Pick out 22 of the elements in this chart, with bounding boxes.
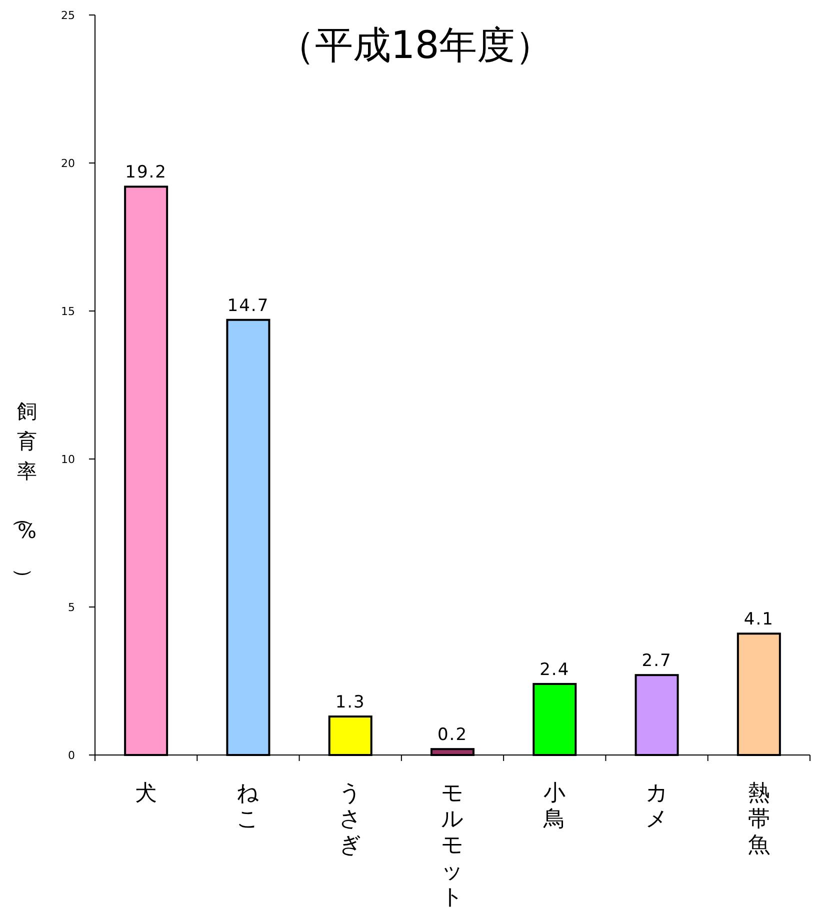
x-tick-label: うさぎ: [338, 781, 362, 858]
x-tick-label: カメ: [645, 781, 668, 832]
data-label: 14.7: [227, 296, 270, 316]
chart-title: （平成18年度）: [276, 23, 554, 67]
x-tick-label: 熱帯魚: [748, 781, 770, 858]
y-tick-label: 0: [68, 749, 75, 762]
x-tick-label: 犬: [135, 781, 158, 806]
x-tick-label: モルモット: [441, 781, 464, 910]
data-label: 0.2: [437, 725, 468, 746]
data-label: 2.7: [642, 651, 672, 672]
data-label: 2.4: [540, 660, 570, 680]
x-tick-label: 小鳥: [542, 781, 566, 832]
text: 飼育率（%）: [12, 399, 37, 588]
y-tick-label: 15: [61, 305, 75, 318]
x-tick-label: ねこ: [236, 781, 260, 832]
y-tick-label: 20: [61, 157, 75, 170]
data-label: 4.1: [744, 610, 774, 630]
y-tick-label: 10: [61, 453, 75, 466]
y-tick-label: 5: [68, 601, 75, 614]
data-label: 19.2: [125, 162, 167, 183]
y-tick-label: 25: [61, 9, 75, 22]
data-label: 1.3: [335, 692, 366, 713]
